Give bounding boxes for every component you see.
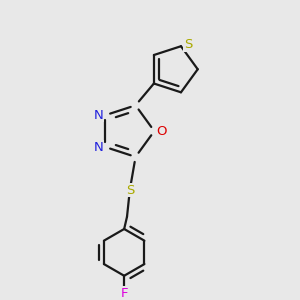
Text: S: S — [184, 38, 192, 51]
Text: S: S — [126, 184, 134, 197]
Text: N: N — [93, 109, 103, 122]
Text: N: N — [93, 140, 103, 154]
Text: F: F — [120, 287, 128, 300]
Text: O: O — [156, 124, 167, 138]
